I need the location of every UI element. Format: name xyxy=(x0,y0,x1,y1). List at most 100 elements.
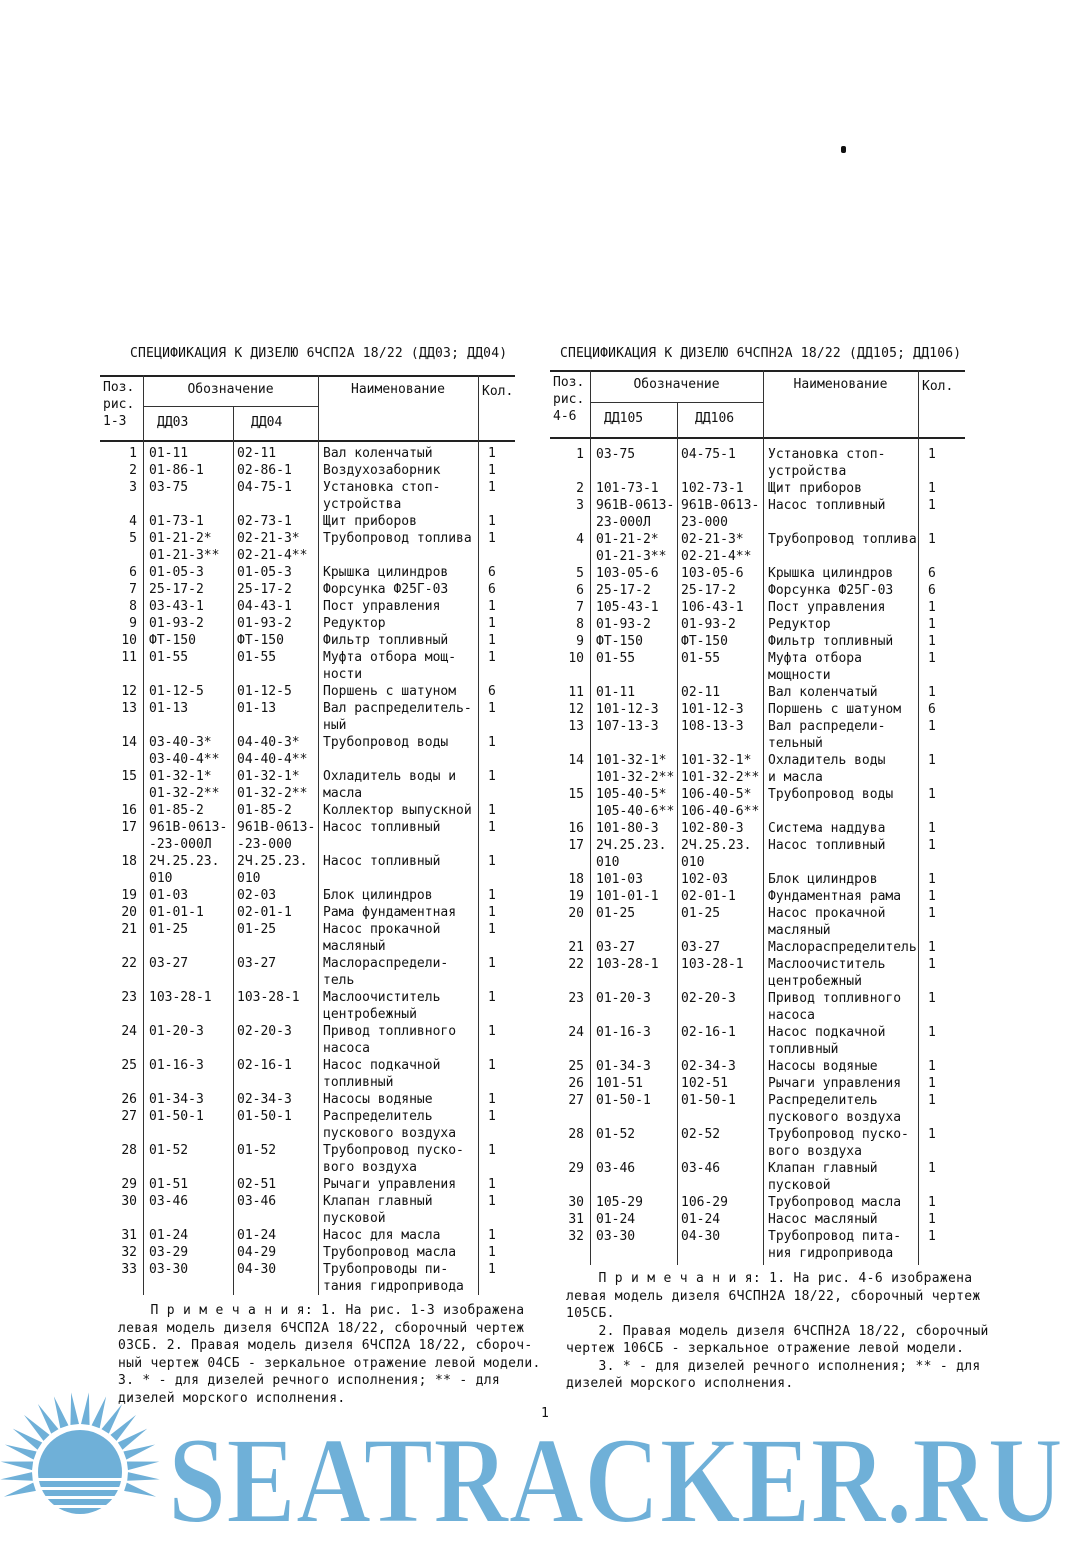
pos-cell: 9 xyxy=(129,616,137,631)
table-title: СПЕЦИФИКАЦИЯ К ДИЗЕЛЮ 6ЧСП2А 18/22 (ДД03… xyxy=(130,346,508,361)
designation-cell-1: 25-17-2 xyxy=(149,582,204,597)
qty-cell: 1 xyxy=(928,685,936,700)
designation-cell-1: 01-24 xyxy=(149,1228,189,1243)
designation-cell-2: 02-21-3* 02-21-4** xyxy=(681,532,752,564)
designation-cell-2: 01-24 xyxy=(681,1212,721,1227)
name-cell: Муфта отбора мощности xyxy=(768,651,862,683)
name-cell: Трубопровод масла xyxy=(323,1245,457,1260)
designation-cell-2: 101-32-1* 101-32-2** xyxy=(681,753,760,785)
sun-wave-line xyxy=(36,1478,124,1481)
name-cell: Насосы водяные xyxy=(768,1059,878,1074)
pos-cell: 27 xyxy=(121,1109,137,1124)
designation-cell-1: 01-93-2 xyxy=(596,617,651,632)
name-cell: Рама фундаментная xyxy=(323,905,457,920)
header-name: Наименование xyxy=(351,382,445,397)
designation-cell-2: 02-52 xyxy=(681,1127,721,1142)
name-cell: Воздухозаборник xyxy=(323,463,441,478)
name-cell: Блок цилиндров xyxy=(768,872,878,887)
designation-cell-2: 02-21-3* 02-21-4** xyxy=(237,531,308,563)
qty-cell: 1 xyxy=(488,514,496,529)
name-cell: Маслораспределитель xyxy=(768,940,917,955)
pos-cell: 29 xyxy=(568,1161,584,1176)
pos-cell: 24 xyxy=(121,1024,137,1039)
pos-cell: 11 xyxy=(568,685,584,700)
name-cell: Вал распредели- тельный xyxy=(768,719,886,751)
qty-cell: 1 xyxy=(488,735,496,750)
designation-cell-2: 02-01-1 xyxy=(237,905,292,920)
qty-cell: 1 xyxy=(928,889,936,904)
designation-cell-1: 103-05-6 xyxy=(596,566,659,581)
designation-cell-2: 02-51 xyxy=(237,1177,277,1192)
pos-cell: 5 xyxy=(129,531,137,546)
pos-cell: 15 xyxy=(121,769,137,784)
designation-cell-2: 02-34-3 xyxy=(237,1092,292,1107)
name-cell: Пост управления xyxy=(768,600,886,615)
name-cell: Форсунка Ф25Г-03 xyxy=(323,582,449,597)
qty-cell: 1 xyxy=(928,1127,936,1142)
column-divider xyxy=(233,406,234,1295)
pos-cell: 4 xyxy=(576,532,584,547)
designation-cell-2: 01-05-3 xyxy=(237,565,292,580)
header-bottom-rule xyxy=(100,440,515,442)
pos-cell: 8 xyxy=(576,617,584,632)
designation-cell-2: 01-52 xyxy=(237,1143,277,1158)
designation-cell-2: 101-12-3 xyxy=(681,702,744,717)
name-cell: Распределитель пускового воздуха xyxy=(323,1109,457,1141)
name-cell: Трубопровод пита- ния гидропривода xyxy=(768,1229,902,1261)
name-cell: Насос топливный xyxy=(323,854,441,869)
qty-cell: 1 xyxy=(488,888,496,903)
designation-cell-1: 107-13-3 xyxy=(596,719,659,734)
name-cell: Трубопровод воды xyxy=(323,735,449,750)
designation-cell-2: 01-13 xyxy=(237,701,277,716)
pos-cell: 31 xyxy=(568,1212,584,1227)
pos-cell: 23 xyxy=(121,990,137,1005)
designation-cell-1: 2Ч.25.23. 010 xyxy=(596,838,667,870)
header-name: Наименование xyxy=(793,377,888,392)
header-pos: Поз. рис. 1-3 xyxy=(103,380,135,429)
designation-cell-1: 01-25 xyxy=(596,906,636,921)
pos-cell: 3 xyxy=(576,498,584,513)
pos-cell: 26 xyxy=(568,1076,584,1091)
name-cell: Насос подкачной топливный xyxy=(768,1025,886,1057)
pos-cell: 32 xyxy=(568,1229,584,1244)
qty-cell: 1 xyxy=(488,854,496,869)
designation-cell-2: 106-40-5* 106-40-6** xyxy=(681,787,760,819)
pos-cell: 12 xyxy=(568,702,584,717)
designation-cell-2: 01-50-1 xyxy=(237,1109,292,1124)
page-number: 1 xyxy=(541,1406,549,1421)
designation-cell-1: 03-46 xyxy=(596,1161,636,1176)
designation-cell-1: 25-17-2 xyxy=(596,583,651,598)
qty-cell: 1 xyxy=(488,701,496,716)
name-cell: Фильтр топливный xyxy=(323,633,449,648)
designation-cell-2: 02-11 xyxy=(237,446,277,461)
qty-cell: 1 xyxy=(928,838,936,853)
name-cell: Насос топливный xyxy=(768,498,886,513)
name-cell: Маслораспредели- тель xyxy=(323,956,449,988)
designation-cell-1: 01-20-3 xyxy=(149,1024,204,1039)
designation-cell-2: 2Ч.25.23. 010 xyxy=(681,838,752,870)
name-cell: Трубопроводы пи- тания гидропривода xyxy=(323,1262,464,1294)
qty-cell: 6 xyxy=(928,566,936,581)
pos-cell: 1 xyxy=(576,447,584,462)
designation-cell-2: 01-55 xyxy=(681,651,721,666)
designation-cell-1: 01-12-5 xyxy=(149,684,204,699)
pos-cell: 30 xyxy=(568,1195,584,1210)
qty-cell: 1 xyxy=(928,1059,936,1074)
watermark-text: SEATRACKER.RU xyxy=(168,1412,1063,1543)
pos-cell: 11 xyxy=(121,650,137,665)
qty-cell: 1 xyxy=(488,463,496,478)
pos-cell: 14 xyxy=(121,735,137,750)
pos-cell: 20 xyxy=(121,905,137,920)
designation-cell-1: 01-11 xyxy=(596,685,636,700)
designation-cell-2: 01-25 xyxy=(237,922,277,937)
qty-cell: 1 xyxy=(488,1262,496,1277)
pos-cell: 31 xyxy=(121,1228,137,1243)
designation-cell-2: 02-20-3 xyxy=(237,1024,292,1039)
qty-cell: 1 xyxy=(488,990,496,1005)
pos-cell: 17 xyxy=(568,838,584,853)
designation-cell-1: 03-75 xyxy=(149,480,189,495)
designation-cell-2: 01-24 xyxy=(237,1228,277,1243)
qty-cell: 1 xyxy=(928,532,936,547)
designation-cell-2: 02-16-1 xyxy=(237,1058,292,1073)
pos-cell: 10 xyxy=(568,651,584,666)
